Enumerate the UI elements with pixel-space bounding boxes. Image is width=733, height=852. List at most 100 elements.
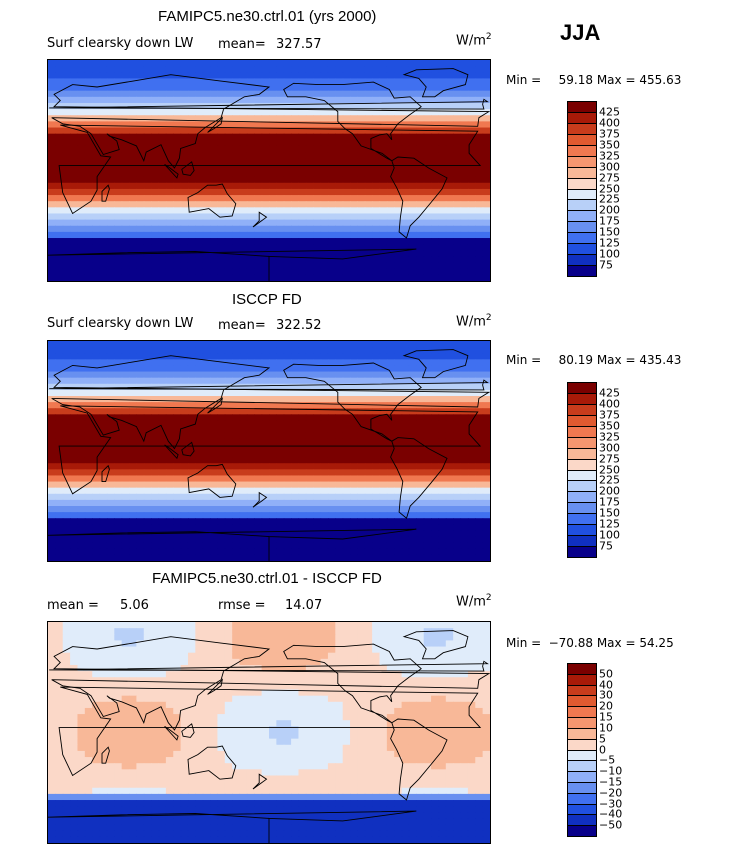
field-cell	[276, 475, 285, 483]
field-cell	[342, 268, 351, 276]
field-cell	[276, 109, 285, 116]
field-cell	[482, 219, 490, 227]
field-cell	[438, 542, 447, 550]
field-cell	[158, 347, 167, 354]
field-cell	[313, 402, 322, 409]
field-cell	[180, 622, 189, 629]
field-cell	[305, 475, 314, 483]
field-cell	[438, 634, 447, 642]
coastline	[187, 183, 237, 218]
field-cell	[246, 201, 255, 208]
field-cell	[327, 182, 336, 190]
field-cell	[364, 512, 373, 519]
field-cell	[217, 238, 226, 245]
field-cell	[416, 408, 425, 415]
field-cell	[298, 444, 307, 452]
field-cell	[453, 554, 462, 561]
field-cell	[298, 268, 307, 276]
field-cell	[143, 158, 152, 165]
colorbar-tick-label: 175	[599, 214, 620, 228]
field-cell	[379, 469, 388, 477]
field-cell	[327, 109, 336, 116]
field-cell	[431, 554, 440, 561]
field-cell	[467, 115, 476, 122]
field-cell	[342, 634, 351, 642]
field-cell	[254, 622, 263, 629]
colorbar-tick-label: 200	[599, 203, 620, 217]
field-cell	[77, 640, 86, 648]
field-cell	[320, 176, 329, 184]
field-cell	[232, 396, 241, 403]
field-cell	[357, 499, 366, 507]
field-cell	[210, 536, 219, 544]
field-cell	[276, 72, 285, 80]
field-cell	[195, 274, 204, 281]
field-cell	[158, 469, 167, 477]
field-cell	[48, 127, 56, 135]
field-cell	[232, 671, 241, 678]
field-cell	[291, 383, 300, 391]
field-cell	[187, 493, 196, 501]
field-cell	[129, 548, 137, 556]
field-cell	[453, 481, 462, 489]
field-cell	[121, 457, 130, 464]
field-cell	[143, 512, 152, 519]
field-cell	[224, 438, 233, 446]
field-cell	[99, 481, 108, 489]
field-cell	[143, 493, 152, 501]
field-cell	[202, 646, 211, 654]
field-cell	[379, 84, 388, 92]
field-cell	[431, 176, 440, 184]
field-cell	[401, 201, 410, 208]
field-cell	[84, 109, 93, 116]
field-cell	[232, 542, 241, 550]
field-cell	[327, 408, 336, 415]
field-cell	[342, 127, 351, 135]
field-cell	[467, 457, 476, 464]
field-cell	[239, 493, 248, 501]
field-cell	[364, 66, 373, 73]
field-cell	[165, 170, 174, 178]
field-cell	[269, 66, 277, 73]
field-cell	[48, 481, 56, 489]
field-cell	[453, 493, 462, 501]
field-cell	[224, 402, 233, 409]
field-cell	[55, 677, 64, 684]
field-cell	[84, 238, 93, 245]
field-cell	[372, 262, 381, 270]
field-cell	[246, 469, 255, 477]
field-cell	[357, 115, 366, 122]
field-cell	[394, 201, 403, 208]
field-cell	[173, 164, 182, 172]
field-cell	[313, 244, 322, 251]
field-cell	[276, 268, 285, 276]
field-cell	[99, 634, 108, 642]
field-cell	[92, 444, 101, 452]
field-cell	[246, 359, 255, 367]
field-cell	[320, 389, 329, 397]
field-cell	[246, 671, 255, 678]
field-cell	[438, 66, 447, 73]
field-cell	[298, 542, 307, 550]
field-cell	[217, 268, 226, 276]
field-cell	[283, 195, 292, 202]
field-cell	[291, 426, 300, 434]
field-cell	[158, 201, 167, 208]
field-cell	[92, 536, 101, 544]
field-cell	[342, 542, 351, 550]
field-cell	[158, 195, 167, 202]
field-cell	[364, 109, 373, 116]
field-cell	[438, 341, 447, 348]
field-cell	[269, 158, 277, 165]
field-cell	[482, 60, 490, 67]
field-cell	[187, 201, 196, 208]
field-cell	[202, 652, 211, 660]
field-cell	[261, 481, 270, 489]
field-cell	[350, 530, 358, 538]
colorbar-tick-label: 125	[599, 517, 620, 531]
field-cell	[276, 481, 285, 489]
field-cell	[114, 383, 123, 391]
field-cell	[136, 518, 145, 525]
field-cell	[99, 72, 108, 80]
field-cell	[55, 262, 64, 270]
